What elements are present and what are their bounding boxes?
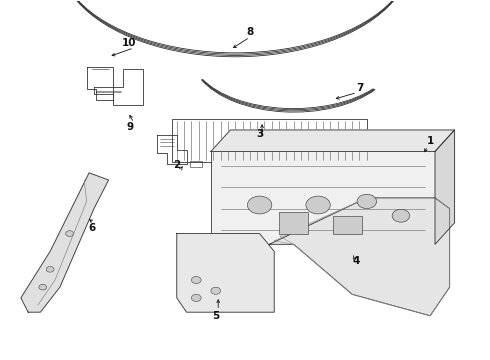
Polygon shape	[177, 234, 274, 312]
Circle shape	[357, 194, 376, 208]
Circle shape	[192, 294, 201, 301]
Text: 3: 3	[256, 129, 263, 139]
Text: 7: 7	[356, 83, 363, 93]
Circle shape	[392, 209, 410, 222]
Bar	[211, 152, 435, 244]
Polygon shape	[211, 130, 455, 152]
Bar	[279, 212, 308, 234]
Circle shape	[247, 196, 272, 214]
Circle shape	[306, 196, 330, 214]
Text: 1: 1	[426, 136, 434, 147]
Text: 2: 2	[173, 160, 180, 170]
Text: 6: 6	[88, 222, 95, 233]
Circle shape	[211, 287, 220, 294]
Circle shape	[46, 266, 54, 272]
Text: 4: 4	[352, 256, 360, 266]
Bar	[337, 161, 348, 167]
Text: 8: 8	[246, 27, 253, 37]
Bar	[172, 119, 367, 162]
Text: 9: 9	[127, 122, 134, 132]
Circle shape	[66, 231, 74, 237]
Polygon shape	[21, 173, 109, 312]
Text: 10: 10	[122, 38, 136, 48]
Bar	[333, 216, 362, 234]
Circle shape	[39, 284, 47, 290]
Circle shape	[192, 276, 201, 284]
Bar	[191, 161, 202, 167]
Text: 5: 5	[212, 311, 220, 321]
Polygon shape	[270, 198, 450, 316]
Polygon shape	[435, 130, 455, 244]
